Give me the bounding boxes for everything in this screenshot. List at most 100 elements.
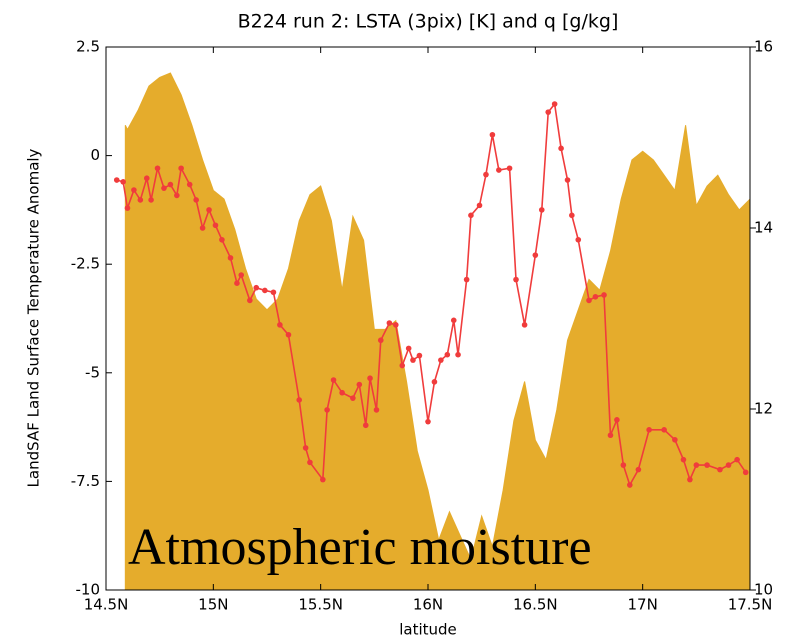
q-marker — [174, 192, 180, 199]
y-tick-label: 2.5 — [76, 38, 100, 56]
q-marker — [521, 322, 528, 328]
q-marker — [161, 185, 167, 191]
q-marker — [193, 197, 199, 203]
q-marker — [513, 276, 519, 283]
q-marker — [393, 322, 399, 328]
y2-tick-label: 16 — [754, 38, 773, 56]
q-marker — [687, 476, 693, 483]
q-marker — [538, 207, 545, 213]
q-marker — [137, 197, 144, 203]
q-marker — [551, 101, 558, 107]
q-marker — [350, 395, 356, 401]
q-marker — [307, 459, 313, 466]
q-marker — [247, 297, 253, 304]
q-marker — [330, 377, 337, 383]
q-marker — [405, 345, 412, 352]
q-marker — [704, 462, 710, 468]
q-marker — [483, 171, 489, 178]
q-marker — [377, 337, 384, 344]
y-axis-label: LandSAF Land Surface Temperature Anomaly — [25, 148, 43, 487]
q-marker — [468, 212, 474, 219]
x-tick-label: 14.5N — [84, 596, 129, 614]
q-marker — [339, 389, 345, 396]
q-marker — [506, 165, 513, 172]
q-marker — [219, 236, 225, 243]
x-tick-label: 17.5N — [728, 596, 773, 614]
y2-tick-label: 14 — [754, 219, 773, 237]
q-marker — [285, 331, 292, 338]
annotation: Atmospheric moisture — [128, 519, 592, 576]
q-marker — [725, 462, 732, 468]
q-marker — [324, 407, 330, 413]
q-marker — [586, 297, 592, 304]
q-marker — [455, 351, 461, 358]
q-marker — [614, 417, 620, 423]
q-marker — [661, 427, 667, 433]
q-marker — [270, 289, 277, 296]
q-marker — [302, 445, 309, 451]
q-marker — [410, 357, 416, 363]
q-marker — [212, 222, 219, 229]
q-marker — [592, 293, 599, 300]
q-marker — [143, 175, 150, 182]
q-marker — [607, 432, 614, 439]
q-marker — [425, 418, 431, 425]
q-marker — [717, 466, 723, 473]
y-tick-label: -5 — [85, 363, 100, 381]
q-marker — [253, 284, 260, 291]
q-marker — [296, 397, 303, 403]
q-marker — [277, 322, 283, 328]
q-marker — [399, 362, 406, 369]
y-tick-label: -7.5 — [71, 472, 100, 490]
q-marker — [693, 462, 700, 468]
x-tick-label: 15N — [198, 596, 228, 614]
q-marker — [367, 375, 373, 382]
q-marker — [620, 462, 627, 468]
q-marker — [742, 469, 749, 476]
q-marker — [476, 202, 483, 209]
q-marker — [320, 476, 326, 483]
q-marker — [569, 212, 575, 219]
q-marker — [626, 482, 633, 488]
q-marker — [734, 456, 740, 463]
q-marker — [262, 287, 268, 294]
q-marker — [532, 252, 539, 258]
q-marker — [154, 165, 161, 172]
x-tick-label: 15.5N — [298, 596, 343, 614]
q-marker — [601, 292, 607, 298]
q-marker — [186, 181, 193, 188]
y-tick-label: -2.5 — [71, 255, 100, 273]
lsta-area — [124, 72, 751, 591]
y-tick-label: 0 — [90, 146, 100, 164]
chart-title: B224 run 2: LSTA (3pix) [K] and q [g/kg] — [238, 11, 619, 33]
q-marker — [124, 205, 131, 211]
q-marker — [575, 236, 582, 243]
q-marker — [444, 351, 451, 358]
q-line — [116, 102, 747, 488]
y2-tick-label: 10 — [754, 581, 773, 599]
q-marker — [672, 436, 678, 443]
q-marker — [120, 179, 126, 185]
q-marker — [131, 187, 137, 193]
x-tick-label: 16.5N — [513, 596, 558, 614]
q-marker — [558, 145, 564, 152]
q-marker — [178, 165, 184, 172]
q-marker — [148, 197, 154, 203]
q-marker — [167, 181, 174, 188]
q-marker — [646, 427, 652, 433]
q-marker — [489, 131, 496, 138]
q-marker — [463, 276, 470, 283]
q-marker — [496, 167, 502, 173]
q-marker — [635, 466, 642, 473]
x-tick-label: 16N — [413, 596, 443, 614]
q-marker — [238, 272, 245, 278]
q-marker — [564, 177, 571, 183]
q-marker — [438, 357, 444, 363]
q-marker — [450, 317, 457, 324]
q-marker — [416, 352, 423, 359]
x-axis-label: latitude — [399, 621, 457, 639]
q-marker — [373, 407, 380, 413]
q-marker — [227, 255, 234, 261]
q-marker — [680, 456, 687, 463]
